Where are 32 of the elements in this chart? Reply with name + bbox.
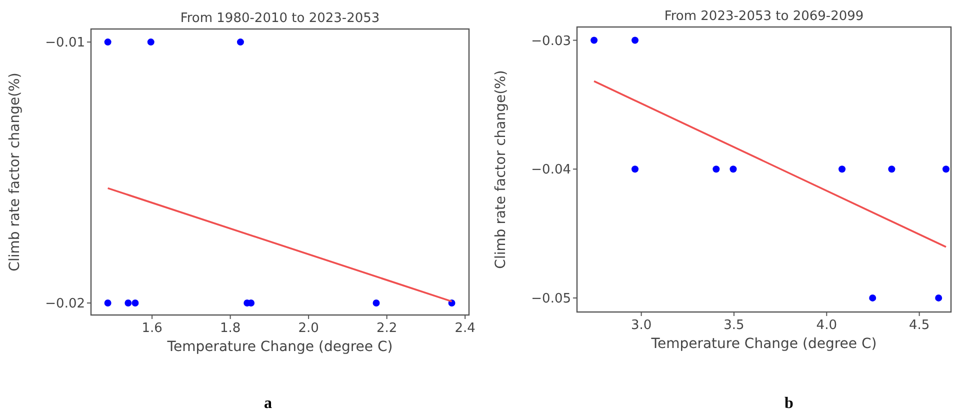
point <box>942 166 950 173</box>
point <box>838 166 846 173</box>
point <box>730 166 737 173</box>
chart-title: From 2023-2053 to 2069-2099 <box>664 9 864 24</box>
point <box>712 166 720 173</box>
x-tick-label: 2.2 <box>376 321 398 336</box>
point <box>935 294 942 302</box>
y-tick-label: −0.05 <box>531 292 571 307</box>
point <box>888 166 896 173</box>
text: b <box>784 395 794 412</box>
y-tick-label: −0.02 <box>45 296 85 312</box>
x-axis-title: Temperature Change (degree C) <box>650 336 877 352</box>
y-tick-label: −0.04 <box>531 162 571 178</box>
point <box>869 294 876 302</box>
x-tick-label: 3.5 <box>724 318 744 333</box>
x-tick-label: 2.0 <box>298 321 319 336</box>
x-tick-label: 4.5 <box>908 318 930 333</box>
chart-title: From 1980-2010 to 2023-2053 <box>180 11 380 26</box>
text: a <box>264 395 272 412</box>
point <box>632 36 639 44</box>
y-axis-title: Climb rate factor change(%) <box>7 72 23 272</box>
x-tick-label: 3.0 <box>630 318 652 333</box>
x-axis-title: Temperature Change (degree C) <box>166 339 393 355</box>
x-tick-label: 2.4 <box>454 321 476 336</box>
y-tick-label: −0.01 <box>45 36 85 51</box>
x-tick-label: 4.0 <box>816 318 837 333</box>
point <box>590 36 598 44</box>
y-axis-title: Climb rate factor change(%) <box>493 70 509 269</box>
x-tick-label: 1.8 <box>220 321 241 336</box>
x-tick-label: 1.6 <box>142 321 162 336</box>
y-tick-label: −0.03 <box>531 34 571 49</box>
point <box>632 166 639 173</box>
